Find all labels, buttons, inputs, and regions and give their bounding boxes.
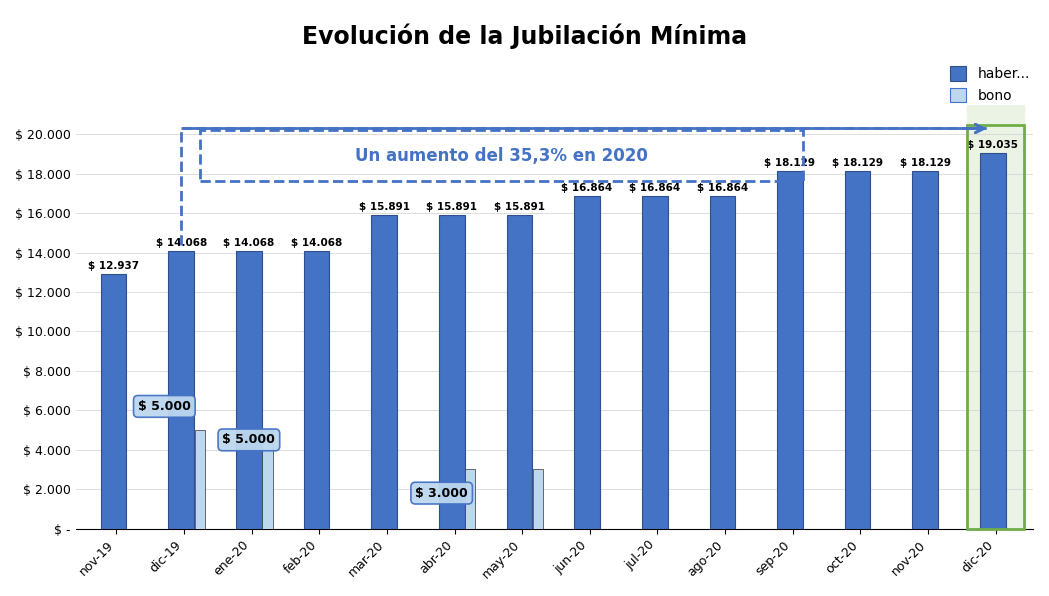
Text: $ 15.891: $ 15.891 — [494, 203, 544, 212]
Bar — [303, 252, 329, 529]
Bar — [169, 252, 194, 529]
Bar — [466, 470, 475, 529]
Bar — [371, 215, 397, 529]
Bar — [262, 430, 273, 529]
Text: $ 5.000: $ 5.000 — [137, 400, 191, 413]
Text: $ 19.035: $ 19.035 — [967, 141, 1019, 150]
Text: $ 16.864: $ 16.864 — [561, 183, 613, 193]
Text: Evolución de la Jubilación Mínima: Evolución de la Jubilación Mínima — [302, 24, 747, 49]
Text: $ 14.068: $ 14.068 — [223, 238, 275, 249]
Bar — [913, 171, 938, 529]
Text: $ 14.068: $ 14.068 — [155, 238, 207, 249]
Text: $ 5.000: $ 5.000 — [222, 433, 275, 446]
Text: $ 15.891: $ 15.891 — [359, 203, 410, 212]
Bar — [101, 274, 127, 529]
Bar — [777, 171, 802, 529]
Bar — [533, 470, 543, 529]
Bar — [236, 252, 262, 529]
Bar — [642, 196, 667, 529]
Bar — [980, 153, 1006, 529]
Legend: haber..., bono: haber..., bono — [944, 61, 1035, 108]
Bar — [574, 196, 600, 529]
Text: $ 16.864: $ 16.864 — [697, 183, 748, 193]
Bar — [709, 196, 735, 529]
Bar — [438, 215, 465, 529]
Text: $ 14.068: $ 14.068 — [291, 238, 342, 249]
Text: $ 12.937: $ 12.937 — [88, 260, 140, 271]
Bar — [967, 105, 1024, 529]
Text: $ 18.129: $ 18.129 — [832, 159, 883, 168]
Text: $ 3.000: $ 3.000 — [415, 486, 468, 499]
Bar — [507, 215, 532, 529]
Bar — [195, 430, 205, 529]
Text: $ 18.129: $ 18.129 — [900, 159, 950, 168]
Text: $ 16.864: $ 16.864 — [629, 183, 681, 193]
Text: $ 18.129: $ 18.129 — [765, 159, 815, 168]
Bar — [844, 171, 871, 529]
Text: $ 15.891: $ 15.891 — [426, 203, 477, 212]
